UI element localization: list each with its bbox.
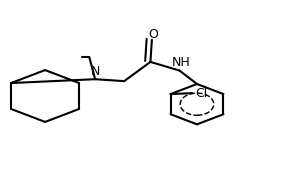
- Text: NH: NH: [172, 56, 190, 69]
- Text: O: O: [148, 28, 158, 41]
- Text: N: N: [91, 65, 100, 78]
- Text: Cl: Cl: [196, 87, 208, 100]
